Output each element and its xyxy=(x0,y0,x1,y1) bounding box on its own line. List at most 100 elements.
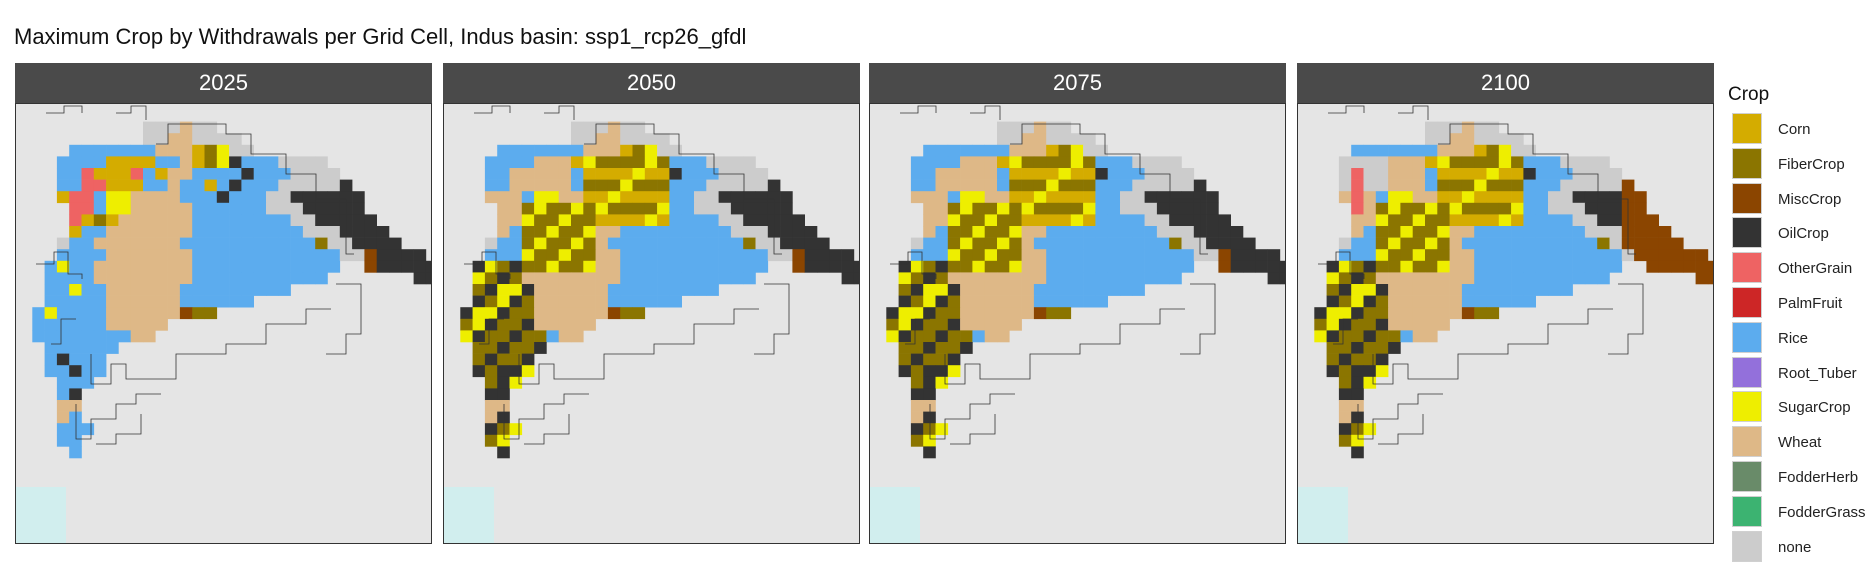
grid-cell-sugarcrop xyxy=(1009,260,1022,273)
grid-cell-sugarcrop xyxy=(898,272,912,285)
grid-cell-fibercrop xyxy=(1046,156,1059,169)
grid-cell-rice xyxy=(1375,191,1389,204)
grid-cell-rice xyxy=(706,226,719,238)
grid-cell-fibercrop xyxy=(546,214,559,227)
grid-cell-wheat xyxy=(521,168,535,180)
grid-cell-none xyxy=(1572,156,1586,169)
grid-cell-rice xyxy=(620,284,633,296)
grid-cell-rice xyxy=(521,191,535,204)
grid-cell-rice xyxy=(1523,214,1536,227)
grid-cell-wheat xyxy=(1449,295,1463,308)
grid-cell-sugarcrop xyxy=(1400,260,1413,273)
grid-cell-rice xyxy=(1474,237,1487,250)
grid-cell-none xyxy=(910,237,924,250)
grid-cell-rice xyxy=(694,284,707,296)
grid-cell-corn xyxy=(657,191,670,204)
grid-cell-oilcrop xyxy=(290,191,304,204)
grid-cell-corn xyxy=(1033,168,1047,180)
grid-cell-rice xyxy=(192,168,205,180)
grid-cell-sugarcrop xyxy=(521,214,535,227)
grid-cell-sugarcrop xyxy=(1449,202,1463,215)
grid-cell-rice xyxy=(730,260,744,273)
grid-cell-sugarcrop xyxy=(484,260,498,273)
grid-cell-wheat xyxy=(1425,272,1438,285)
grid-cell-sugarcrop xyxy=(972,260,985,273)
grid-cell-rice xyxy=(253,284,267,296)
grid-cell-oilcrop xyxy=(730,191,744,204)
grid-cell-wheat xyxy=(595,295,609,308)
grid-cell-othergrain xyxy=(1351,168,1364,180)
grid-cell-sugarcrop xyxy=(657,202,670,215)
grid-cell-wheat xyxy=(1033,260,1047,273)
grid-cell-none xyxy=(155,133,168,146)
grid-cell-wheat xyxy=(972,272,985,285)
grid-cell-wheat xyxy=(923,191,936,204)
grid-cell-rice xyxy=(192,295,205,308)
grid-cell-fibercrop xyxy=(497,330,510,343)
grid-cell-wheat xyxy=(509,168,523,180)
grid-cell-rice xyxy=(1070,272,1084,285)
grid-cell-wheat xyxy=(583,284,596,296)
grid-cell-rice xyxy=(56,342,70,354)
grid-cell-wheat xyxy=(1449,133,1463,146)
grid-cell-rice xyxy=(632,226,646,238)
grid-cell-none xyxy=(1046,133,1059,146)
grid-cell-fibercrop xyxy=(484,434,498,447)
grid-cell-none xyxy=(997,133,1010,146)
grid-cell-oilcrop xyxy=(484,423,498,436)
grid-cell-sugarcrop xyxy=(546,191,559,204)
grid-cell-wheat xyxy=(1400,168,1413,180)
grid-cell-fibercrop xyxy=(1486,144,1500,157)
grid-cell-oilcrop xyxy=(327,191,341,204)
grid-cell-fibercrop xyxy=(497,318,510,331)
grid-cell-none xyxy=(192,133,205,146)
grid-cell-oilcrop xyxy=(1338,423,1352,436)
grid-cell-wheat xyxy=(1461,121,1475,134)
grid-cell-none xyxy=(1425,133,1438,146)
grid-cell-rice xyxy=(497,156,510,169)
grid-cell-rice xyxy=(657,272,670,285)
grid-cell-wheat xyxy=(130,330,144,343)
grid-cell-rice xyxy=(290,249,304,262)
grid-cell-wheat xyxy=(1021,249,1035,262)
grid-cell-fibercrop xyxy=(509,318,523,331)
grid-cell-wheat xyxy=(69,400,82,412)
legend-swatch xyxy=(1732,460,1762,492)
grid-cell-rice xyxy=(1375,144,1389,157)
grid-cell-wheat xyxy=(509,214,523,227)
grid-cell-rice xyxy=(1033,295,1047,308)
grid-cell-fibercrop xyxy=(1449,179,1463,192)
grid-cell-wheat xyxy=(130,318,144,331)
grid-cell-corn xyxy=(607,214,621,227)
grid-cell-wheat xyxy=(997,330,1010,343)
grid-cell-fibercrop xyxy=(521,260,535,273)
region-boundary xyxy=(1372,308,1613,385)
grid-cell-wheat xyxy=(106,249,119,262)
grid-cell-misccrop xyxy=(1646,237,1659,250)
legend-swatch xyxy=(1732,113,1762,144)
grid-cell-oilcrop xyxy=(315,191,328,204)
grid-cell-wheat xyxy=(1425,307,1438,320)
grid-cell-none xyxy=(1156,179,1170,192)
grid-cell-none xyxy=(1425,121,1438,134)
grid-cell-wheat xyxy=(118,284,131,296)
grid-cell-rice xyxy=(302,260,316,273)
grid-cell-none xyxy=(278,191,291,204)
grid-cell-oilcrop xyxy=(910,353,924,366)
grid-cell-corn xyxy=(1511,168,1524,180)
grid-cell-fibercrop xyxy=(1425,214,1438,227)
grid-cell-wheat xyxy=(155,284,168,296)
grid-cell-rice xyxy=(935,226,949,238)
grid-cell-rice xyxy=(1535,179,1549,192)
grid-cell-none xyxy=(1609,237,1623,250)
grid-cell-rice xyxy=(1511,295,1524,308)
region-boundary xyxy=(929,393,1015,440)
grid-cell-oilcrop xyxy=(472,295,486,308)
grid-cell-fibercrop xyxy=(947,330,961,343)
grid-cell-sugarcrop xyxy=(1363,376,1377,389)
grid-cell-oilcrop xyxy=(315,202,328,215)
grid-cell-wheat xyxy=(546,318,559,331)
grid-cell-oilcrop xyxy=(376,249,390,262)
grid-cell-wheat xyxy=(607,226,621,238)
grid-cell-wheat xyxy=(534,307,547,320)
